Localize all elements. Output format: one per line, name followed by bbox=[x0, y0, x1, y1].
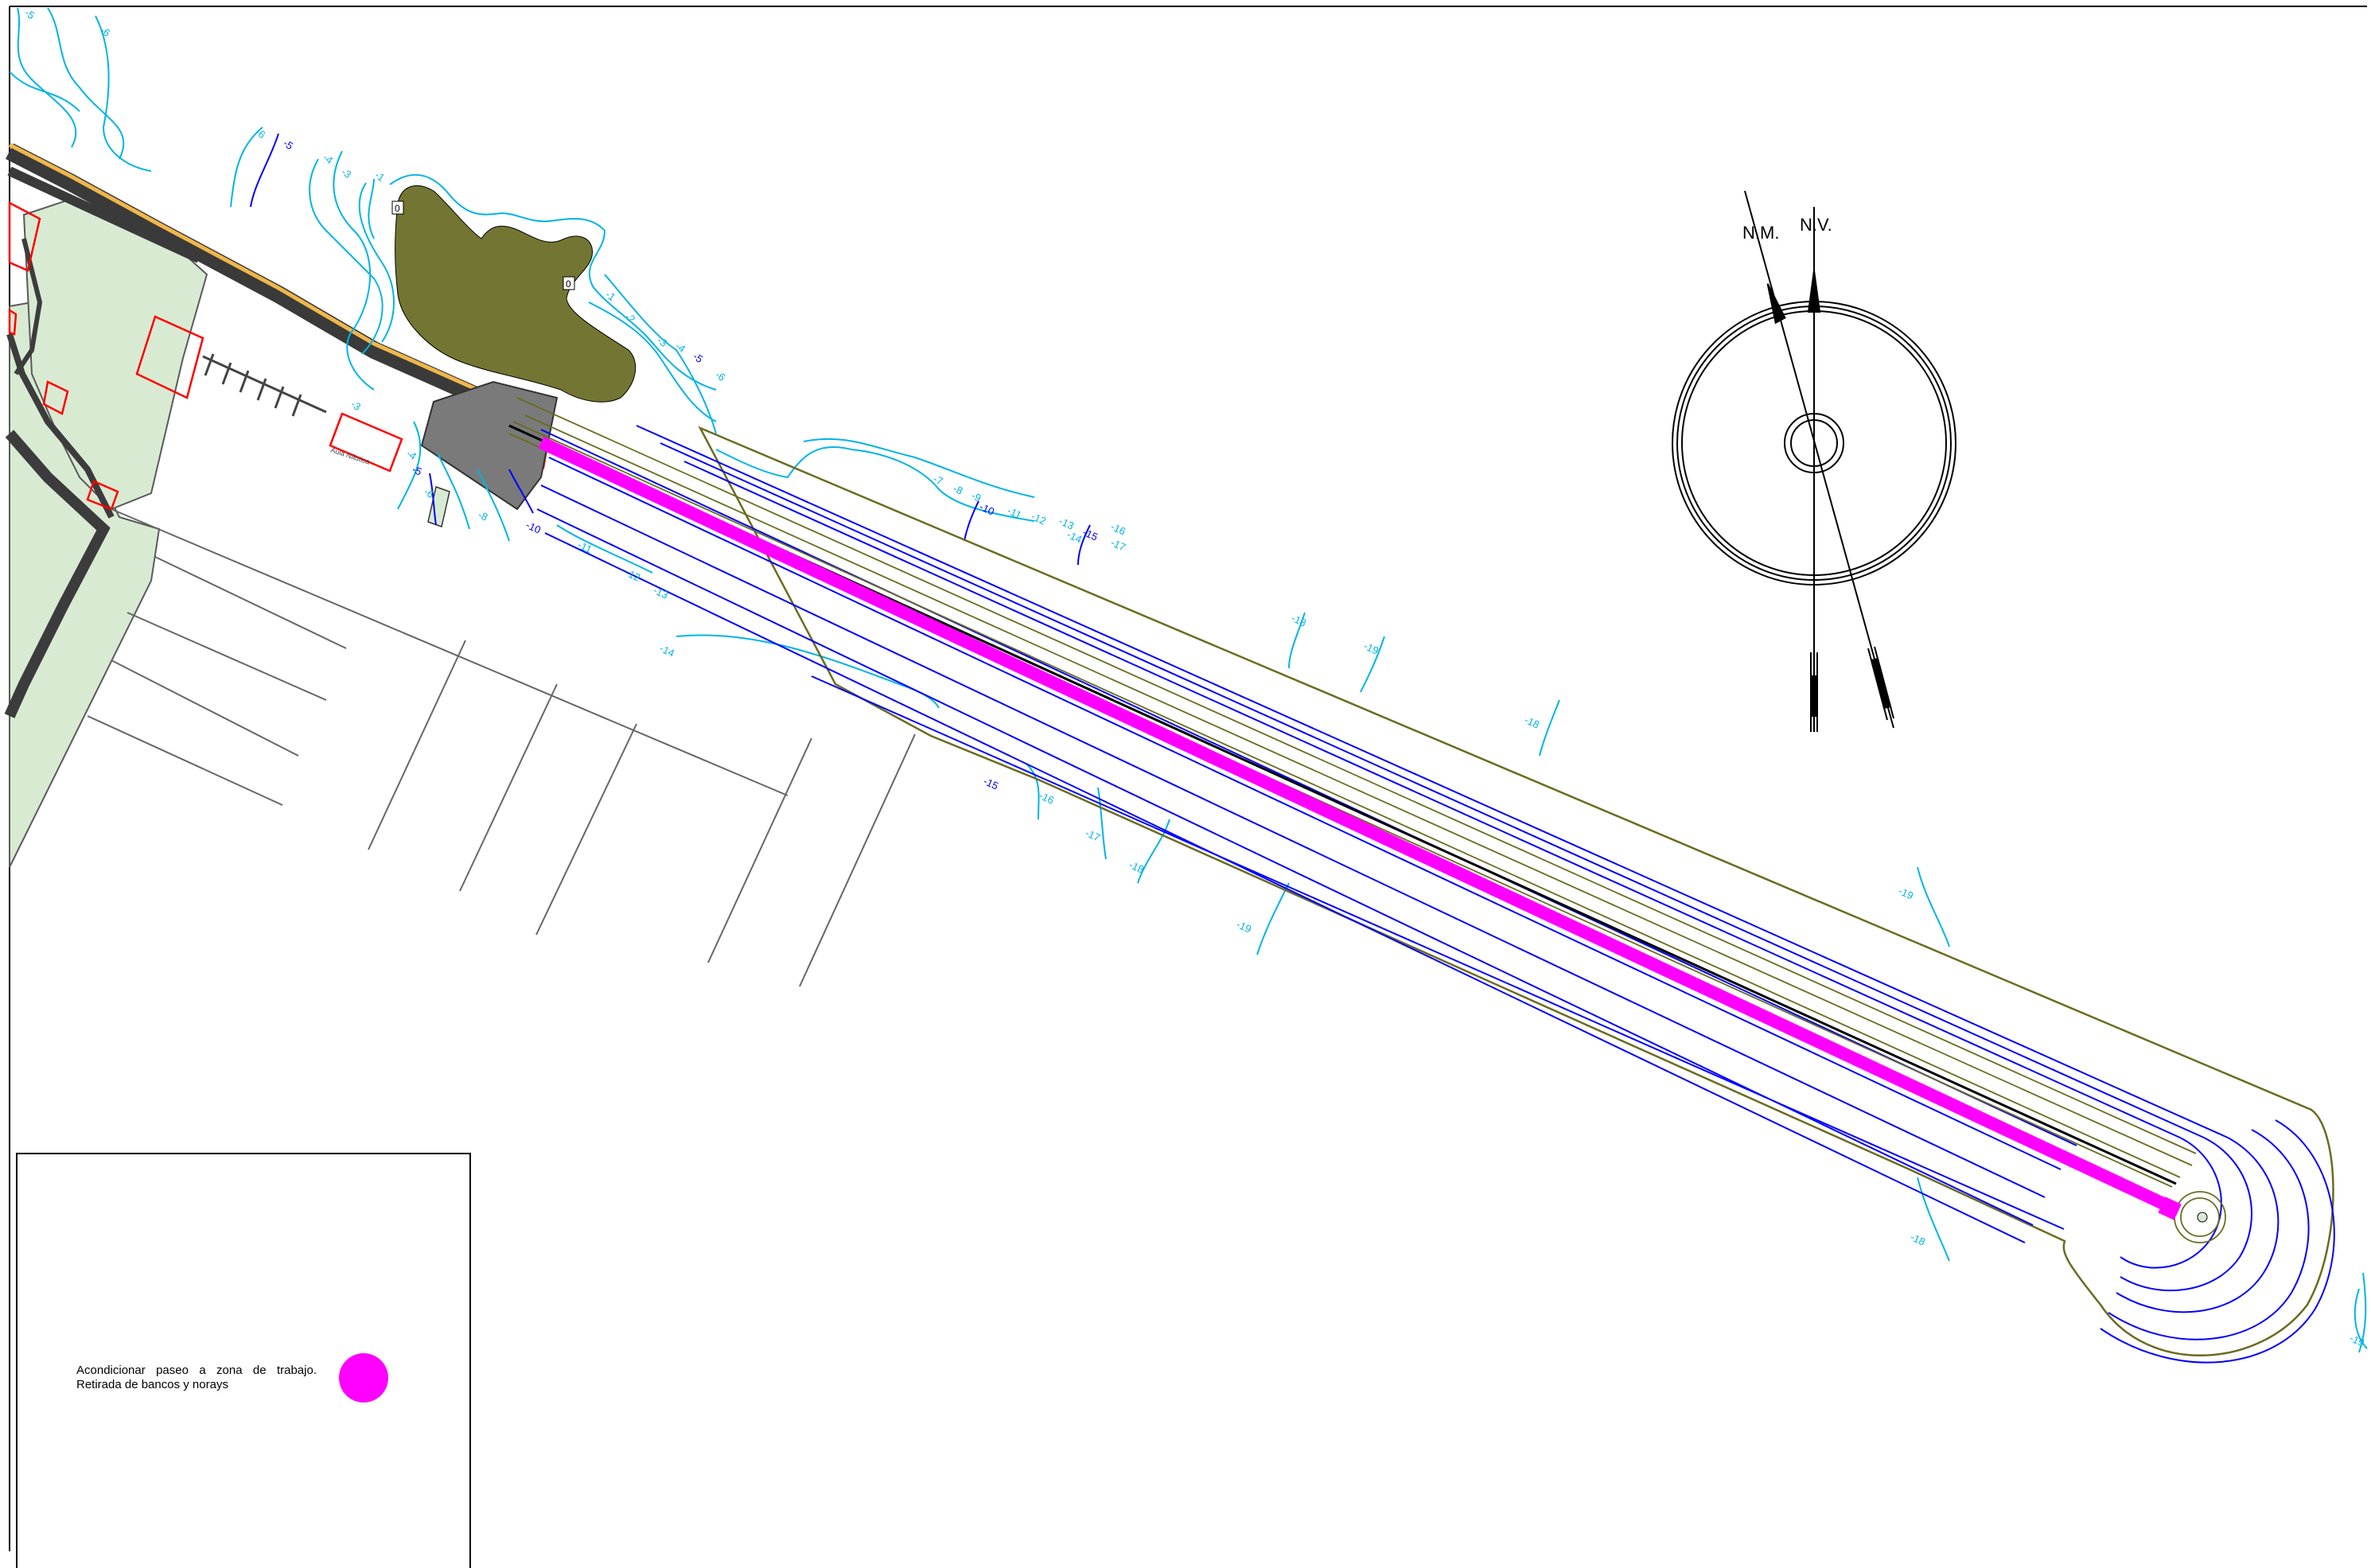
svg-text:-4: -4 bbox=[673, 340, 687, 355]
svg-text:-7: -7 bbox=[932, 473, 945, 487]
contour-labels-blue: -5 -5 -5 -10 -10 -15 -15 bbox=[281, 137, 1100, 792]
bathymetry-short-lines bbox=[250, 133, 1091, 566]
svg-text:-1: -1 bbox=[372, 169, 387, 184]
svg-text:-15: -15 bbox=[1081, 526, 1100, 543]
legend-color-swatch bbox=[339, 1353, 388, 1403]
land-area bbox=[4, 197, 208, 868]
svg-text:-19: -19 bbox=[1362, 640, 1380, 657]
svg-text:-10: -10 bbox=[978, 500, 996, 518]
north-arrow bbox=[1672, 190, 1956, 732]
svg-text:-13: -13 bbox=[1057, 515, 1076, 532]
svg-text:-19: -19 bbox=[2348, 1332, 2366, 1349]
island-label-2: 0 bbox=[566, 278, 571, 290]
svg-text:-5: -5 bbox=[22, 6, 37, 21]
island-label-1: 0 bbox=[395, 203, 400, 214]
svg-text:-4: -4 bbox=[404, 447, 419, 462]
svg-text:-19: -19 bbox=[1897, 885, 1915, 902]
svg-text:-16: -16 bbox=[1109, 520, 1127, 538]
svg-text:-5: -5 bbox=[281, 137, 295, 152]
svg-text:-6: -6 bbox=[253, 126, 267, 141]
svg-text:-3: -3 bbox=[339, 165, 353, 181]
true-north-label: N.V. bbox=[1800, 215, 1832, 235]
breakwater-bathymetry bbox=[536, 425, 2335, 1364]
svg-text:-8: -8 bbox=[477, 508, 490, 523]
svg-text:-3: -3 bbox=[655, 334, 669, 349]
buildings bbox=[8, 200, 555, 511]
svg-text:-5: -5 bbox=[691, 350, 705, 365]
building-label: Aula Náutica bbox=[329, 445, 371, 465]
svg-text:-19: -19 bbox=[1235, 918, 1253, 936]
svg-text:-18: -18 bbox=[1523, 714, 1541, 731]
svg-text:-14: -14 bbox=[1065, 528, 1084, 546]
finger-jetties bbox=[202, 353, 327, 417]
svg-text:-18: -18 bbox=[1909, 1231, 1927, 1248]
svg-text:-11: -11 bbox=[1006, 504, 1023, 521]
svg-text:-6: -6 bbox=[713, 368, 727, 383]
legend-item-text: Acondicionar paseo a zona de trabajo. Re… bbox=[76, 1364, 317, 1391]
svg-text:-18: -18 bbox=[1290, 612, 1308, 629]
svg-text:-8: -8 bbox=[952, 482, 965, 496]
svg-text:-10: -10 bbox=[524, 519, 543, 536]
legend: Acondicionar paseo a zona de trabajo. Re… bbox=[16, 1153, 471, 1568]
svg-text:-17: -17 bbox=[1109, 536, 1127, 554]
marina-pontoons bbox=[87, 508, 916, 987]
svg-text:-14: -14 bbox=[658, 642, 676, 659]
svg-text:-13: -13 bbox=[652, 584, 670, 601]
svg-text:-9: -9 bbox=[970, 489, 983, 504]
path-highlight bbox=[538, 436, 2182, 1217]
access-road bbox=[5, 142, 521, 422]
svg-text:-12: -12 bbox=[1030, 510, 1048, 527]
breakwater-outline bbox=[698, 426, 2334, 1357]
svg-text:-18: -18 bbox=[1127, 858, 1146, 876]
svg-text:-16: -16 bbox=[1038, 789, 1056, 807]
svg-text:-11: -11 bbox=[576, 539, 594, 555]
svg-text:-3: -3 bbox=[348, 398, 363, 413]
magnetic-north-label: N.M. bbox=[1742, 223, 1779, 243]
svg-text:-5: -5 bbox=[411, 463, 424, 477]
svg-text:-15: -15 bbox=[982, 775, 1000, 792]
svg-text:-4: -4 bbox=[321, 151, 335, 166]
island bbox=[395, 185, 637, 403]
svg-text:-12: -12 bbox=[624, 566, 642, 584]
svg-text:-17: -17 bbox=[1084, 827, 1102, 844]
pier-structure bbox=[420, 380, 559, 527]
